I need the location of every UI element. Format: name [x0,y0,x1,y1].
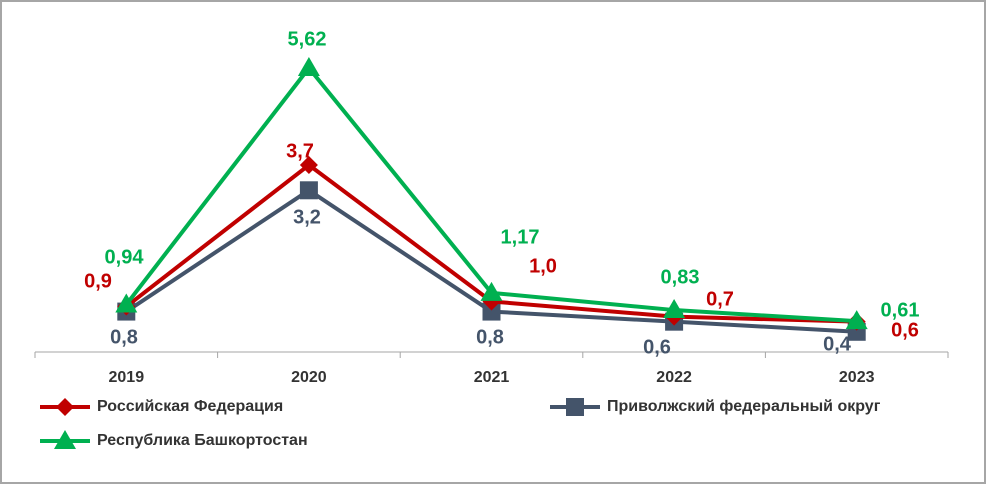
marker [482,302,501,321]
data-label: 0,9 [84,270,112,292]
data-label: 0,8 [110,326,138,348]
legend-label: Российская Федерация [97,398,283,415]
marker [299,156,318,175]
marker [845,310,868,330]
x-tick-label: 2021 [474,369,510,386]
data-label: 5,62 [288,28,327,50]
marker [663,299,686,319]
data-label: 0,8 [476,326,504,348]
legend-label: Приволжский федеральный округ [607,398,881,415]
data-label: 0,61 [881,299,920,321]
x-tick-label: 2019 [109,369,145,386]
marker [297,57,320,76]
data-label: 0,6 [643,336,671,358]
data-label: 0,6 [891,319,919,341]
marker [480,281,503,301]
legend-marker [54,430,76,449]
data-label: 3,7 [286,140,314,162]
data-label: 0,94 [105,246,145,268]
legend-label: Республика Башкортостан [97,432,308,449]
marker [299,181,318,200]
marker [115,293,138,313]
data-label: 0,4 [823,333,852,355]
legend-marker [566,398,584,416]
data-label: 1,0 [529,255,557,277]
data-label: 0,83 [661,266,700,288]
x-tick-label: 2022 [656,369,692,386]
data-label: 1,17 [501,226,540,248]
data-label: 0,7 [706,288,734,310]
data-label: 3,2 [293,206,321,228]
legend-marker [56,398,74,416]
x-tick-label: 2020 [291,369,327,386]
x-tick-label: 2023 [839,369,875,386]
